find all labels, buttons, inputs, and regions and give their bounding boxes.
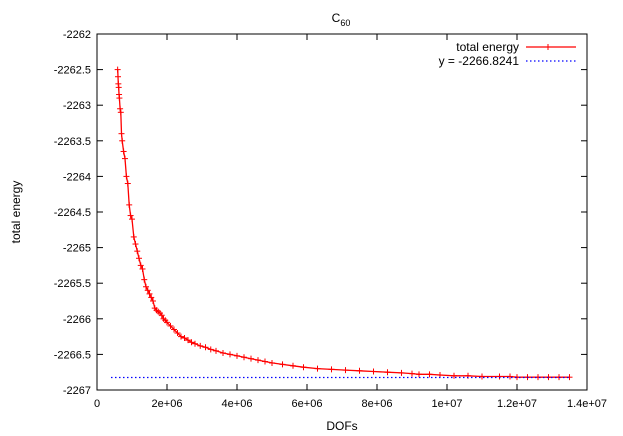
data-point-marker xyxy=(314,365,321,372)
x-tick-label: 1.4e+07 xyxy=(567,398,607,410)
series-line-0 xyxy=(117,69,570,378)
x-axis-label: DOFs xyxy=(326,419,357,433)
data-point-marker xyxy=(202,344,209,351)
data-point-marker xyxy=(143,283,149,290)
data-point-marker xyxy=(119,137,126,144)
data-point-marker xyxy=(146,290,153,297)
x-tick-label: 1.2e+07 xyxy=(497,398,537,410)
x-tick-label: 6e+06 xyxy=(292,398,323,410)
x-axis: 0 2e+06 4e+06 6e+06 8e+06 1e+07 1.2e+07 1.4e+07 xyxy=(94,34,607,410)
data-point-marker xyxy=(342,367,349,374)
y-tick-label: -2265 xyxy=(63,243,91,255)
data-point-marker xyxy=(123,173,130,180)
data-point-marker xyxy=(116,95,123,102)
data-point-marker xyxy=(197,342,204,349)
legend-label: total energy xyxy=(456,40,519,54)
data-point-marker xyxy=(120,148,127,155)
y-tick-label: -2263.5 xyxy=(54,136,91,148)
data-point-marker xyxy=(118,130,125,137)
data-point-marker xyxy=(115,84,122,91)
data-point-marker xyxy=(416,371,422,378)
y-tick-label: -2264.5 xyxy=(54,207,91,219)
data-point-marker xyxy=(148,294,155,301)
data-point-marker xyxy=(115,73,121,80)
data-point-marker xyxy=(136,255,142,262)
data-point-marker xyxy=(129,216,135,223)
data-point-marker xyxy=(384,369,391,376)
plot-frame xyxy=(96,33,588,391)
y-tick-label: -2265.5 xyxy=(54,278,91,290)
data-point-marker xyxy=(227,351,233,358)
data-point-marker xyxy=(300,364,307,371)
data-point-marker xyxy=(171,326,177,333)
data-point-marker xyxy=(290,362,296,369)
y-tick-label: -2266 xyxy=(63,314,91,326)
x-tick-label: 2e+06 xyxy=(152,398,183,410)
data-point-marker xyxy=(507,373,513,380)
data-point-marker xyxy=(370,368,377,375)
data-point-marker xyxy=(356,367,363,374)
data-point-marker xyxy=(426,371,433,378)
data-point-marker xyxy=(451,372,457,379)
data-point-marker xyxy=(117,109,124,116)
data-point-marker xyxy=(398,369,405,376)
data-point-marker xyxy=(255,357,261,364)
y-tick-label: -2263 xyxy=(63,100,91,112)
x-tick-label: 4e+06 xyxy=(222,398,253,410)
data-point-marker xyxy=(130,233,137,240)
y-tick-label: -2266.5 xyxy=(54,349,91,361)
y-axis-label: total energy xyxy=(9,181,23,244)
legend-label: y = -2266.8241 xyxy=(439,54,520,68)
x-tick-label: 8e+06 xyxy=(362,398,393,410)
data-point-marker xyxy=(220,349,226,356)
data-point-marker xyxy=(134,248,141,255)
chart-title-subscript: 60 xyxy=(340,18,350,28)
data-point-marker xyxy=(409,370,415,377)
data-point-marker xyxy=(127,212,134,219)
data-point-marker xyxy=(167,322,174,329)
chart-title-main: C xyxy=(332,11,341,25)
series-layer xyxy=(111,66,573,381)
data-point-marker xyxy=(122,155,128,162)
data-point-marker xyxy=(150,298,156,304)
data-point-marker xyxy=(144,287,151,294)
data-point-marker xyxy=(328,366,335,373)
data-point-marker xyxy=(269,359,275,366)
y-tick-label: -2264 xyxy=(63,171,91,183)
data-point-marker xyxy=(126,201,133,208)
data-point-marker xyxy=(141,276,148,283)
y-tick-label: -2262.5 xyxy=(54,65,91,77)
data-point-marker xyxy=(248,355,254,362)
data-point-marker xyxy=(158,312,165,319)
data-point-marker xyxy=(124,180,131,187)
x-tick-label: 0 xyxy=(94,398,100,410)
y-axis: -2262 -2262.5 -2263 -2263.5 -2264 -2264.5 -226… xyxy=(54,29,587,397)
data-point-marker xyxy=(192,340,198,347)
data-point-marker xyxy=(188,339,195,346)
data-point-marker xyxy=(117,105,124,112)
data-point-marker xyxy=(114,66,121,73)
data-point-marker xyxy=(207,346,214,353)
chart-title: C60 xyxy=(332,11,351,28)
data-point-marker xyxy=(213,347,219,354)
data-point-marker xyxy=(164,319,170,326)
data-point-marker xyxy=(279,361,286,368)
data-point-marker xyxy=(241,354,247,361)
data-point-marker xyxy=(479,373,485,380)
data-point-marker xyxy=(139,265,146,272)
data-point-marker xyxy=(496,373,503,380)
y-tick-label: -2262 xyxy=(63,29,91,41)
data-point-marker xyxy=(181,335,188,342)
data-point-marker xyxy=(174,330,181,337)
x-tick-label: 1e+07 xyxy=(432,398,463,410)
data-point-marker xyxy=(137,262,144,269)
data-point-marker xyxy=(185,337,191,344)
data-point-marker xyxy=(132,241,139,248)
y-tick-label: -2267 xyxy=(63,385,91,397)
data-point-marker xyxy=(262,358,268,365)
data-point-marker xyxy=(178,333,184,340)
data-point-marker xyxy=(234,352,240,359)
